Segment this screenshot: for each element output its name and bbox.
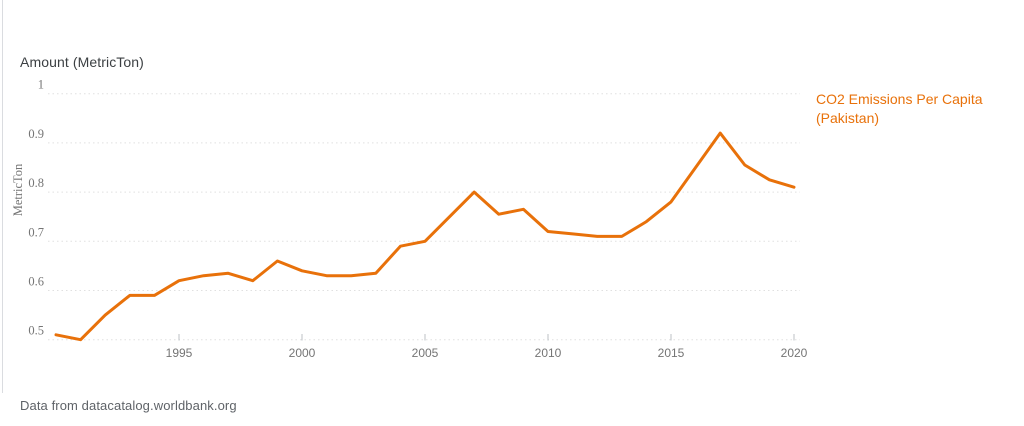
x-tick-label: 2005 [412, 346, 439, 360]
data-source-note: Data from datacatalog.worldbank.org [20, 398, 237, 413]
x-tick-label: 1995 [166, 346, 193, 360]
y-axis-label: MetricTon [11, 163, 25, 216]
legend-series-label-line1: CO2 Emissions Per Capita [816, 91, 983, 107]
y-tick-label: 0.7 [28, 225, 44, 239]
legend: CO2 Emissions Per Capita (Pakistan) [816, 90, 1016, 128]
line-chart: 0.5 0.6 0.7 0.8 0.9 1 1995 2000 2005 2010 2015 2020… [11, 78, 808, 360]
y-tick-label: 0.9 [28, 127, 44, 141]
legend-series-label-line2: (Pakistan) [816, 110, 880, 126]
x-tick-label: 2015 [658, 346, 685, 360]
chart-title: Amount (MetricTon) [20, 54, 144, 70]
x-tick-label: 2000 [289, 346, 316, 360]
y-tick-label: 0.6 [28, 275, 44, 289]
x-tick-label: 2010 [535, 346, 562, 360]
x-tick-label: 2020 [781, 346, 808, 360]
series-line-co2-pakistan[interactable] [54, 131, 796, 342]
y-tick-label: 0.8 [28, 176, 44, 190]
card-left-border [2, 0, 3, 393]
y-tick-label: 1 [38, 78, 44, 92]
y-tick-label: 0.5 [28, 324, 44, 338]
